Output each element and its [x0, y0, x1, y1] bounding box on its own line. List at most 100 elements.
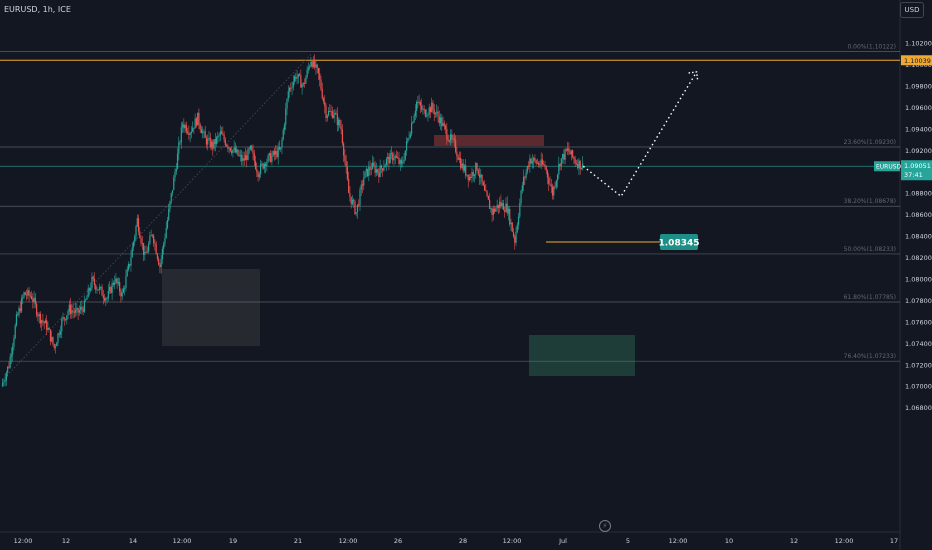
candle-body	[137, 218, 140, 232]
candle-body	[193, 127, 195, 129]
candle-body	[254, 161, 257, 169]
candle-body	[540, 159, 542, 166]
candle-body	[467, 174, 469, 181]
candle-body	[76, 308, 78, 310]
candle-body	[452, 138, 454, 140]
candle-body	[410, 123, 413, 134]
candle-body	[325, 106, 327, 118]
time-tick-label: 26	[394, 537, 402, 545]
candle-body	[81, 306, 83, 309]
trend-dotted-line	[1, 53, 312, 382]
candle-body	[335, 112, 337, 115]
time-tick-label: 21	[294, 537, 302, 545]
candle-body	[402, 162, 404, 164]
candle-body	[424, 109, 427, 117]
candle-body	[134, 236, 136, 242]
candle-body	[439, 117, 442, 124]
candle-body	[83, 300, 86, 312]
candle-body	[238, 155, 240, 157]
candle-body	[306, 69, 308, 78]
candle-body	[529, 158, 531, 167]
time-tick-label: 12:00	[669, 537, 688, 545]
candle-body	[17, 314, 19, 316]
candle-body	[107, 290, 109, 299]
candle-body	[208, 137, 210, 139]
candle-body	[243, 158, 245, 161]
candle-body	[224, 139, 226, 146]
candle-body	[447, 139, 449, 141]
candle-body	[161, 248, 164, 259]
price-tick-label: 1.08200	[905, 254, 932, 262]
candle-body	[412, 122, 414, 124]
candle-body	[441, 117, 443, 127]
currency-button[interactable]: USD	[900, 2, 924, 18]
candle-body	[344, 155, 346, 162]
candle-body	[355, 212, 357, 214]
candle-body	[478, 174, 481, 178]
candle-body	[361, 184, 364, 186]
candle-body	[345, 161, 347, 168]
candle-body	[173, 177, 175, 191]
candle-body	[310, 61, 312, 67]
candle-body	[142, 243, 145, 255]
candle-body	[174, 171, 176, 178]
candle-body	[188, 132, 190, 136]
candle-body	[489, 199, 491, 209]
candle-body	[466, 174, 468, 176]
candle-body	[110, 287, 112, 294]
candle-body	[166, 220, 169, 229]
candle-body	[77, 308, 79, 313]
candle-body	[433, 109, 435, 115]
candle-body	[48, 327, 50, 330]
candle-body	[27, 290, 29, 296]
candle-body	[319, 73, 321, 80]
candle-body	[543, 164, 545, 166]
time-tick-label: 14	[129, 537, 137, 545]
candle-body	[350, 196, 352, 205]
candle-body	[536, 162, 539, 164]
candle-body	[183, 124, 185, 129]
candle-body	[556, 174, 559, 181]
candle-body	[329, 111, 331, 112]
candle-body	[516, 224, 518, 232]
candle-body	[67, 311, 69, 316]
candle-body	[234, 147, 237, 153]
candle-body	[515, 231, 517, 243]
price-tick-label: 1.07000	[905, 383, 932, 391]
candle-body	[4, 379, 6, 382]
candle-body	[10, 354, 13, 357]
candle-body	[276, 150, 278, 158]
time-tick-label: Jul	[558, 537, 567, 545]
candle-body	[92, 276, 94, 279]
candle-body	[66, 315, 68, 320]
time-tick-label: 19	[229, 537, 237, 545]
candle-body	[431, 102, 433, 113]
candle-body	[215, 137, 218, 145]
candle-body	[38, 313, 40, 317]
candle-body	[324, 101, 326, 107]
candle-body	[122, 288, 125, 293]
candle-body	[121, 292, 123, 297]
candle-body	[156, 253, 159, 259]
candle-body	[353, 199, 355, 202]
symbol-title[interactable]: EURUSD, 1h, ICE	[4, 5, 71, 14]
candle-body	[302, 83, 304, 85]
candle-body	[437, 111, 439, 117]
candle-body	[244, 155, 247, 161]
candle-body	[80, 306, 82, 311]
candle-body	[492, 208, 494, 215]
candle-body	[490, 208, 492, 210]
candle-body	[444, 125, 447, 129]
candle-body	[120, 291, 122, 297]
candle-body	[36, 303, 38, 315]
candle-body	[300, 75, 302, 88]
lightning-icon[interactable]: ⚡	[599, 520, 611, 532]
candle-body	[2, 382, 4, 387]
candle-body	[190, 131, 192, 134]
candle-body	[501, 203, 503, 207]
candle-body	[198, 112, 200, 125]
candle-body	[147, 243, 150, 252]
candle-body	[448, 140, 450, 142]
candle-body	[292, 81, 294, 88]
